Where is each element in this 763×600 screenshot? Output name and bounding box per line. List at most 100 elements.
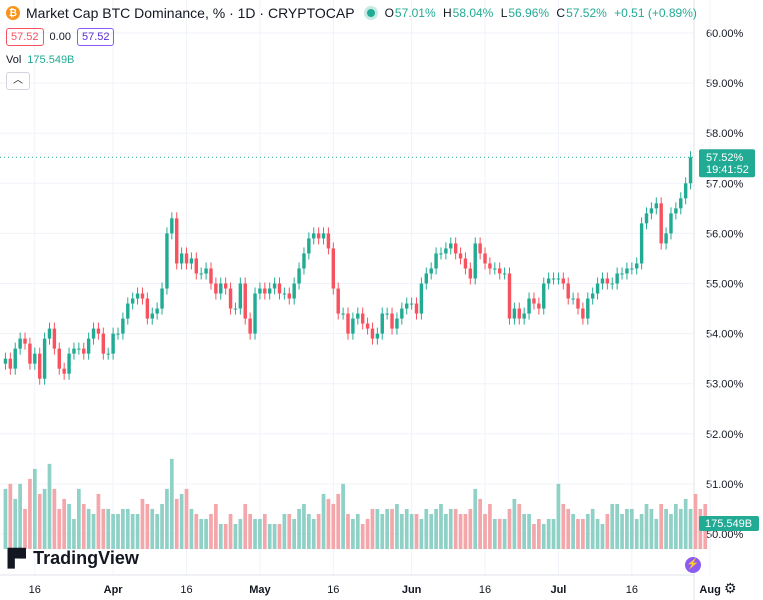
- volume-bar: [199, 518, 204, 550]
- volume-bar: [194, 513, 199, 550]
- candle-body: [52, 328, 57, 349]
- y-tick-label: 52.00%: [706, 429, 744, 441]
- volume-bar: [688, 508, 693, 550]
- volume-bar: [67, 503, 71, 550]
- volume-bar: [488, 503, 492, 550]
- candle-body: [130, 298, 135, 304]
- volume-bar: [258, 518, 262, 550]
- last-price-badge: [699, 149, 755, 178]
- volume-label: Vol: [6, 54, 22, 66]
- candle-body: [302, 253, 306, 269]
- volume-bar: [111, 513, 115, 550]
- volume-bar: [644, 503, 649, 550]
- volume-bar: [492, 518, 497, 550]
- volume-bar: [669, 513, 673, 550]
- open-value: 57.01%: [394, 6, 436, 20]
- candle-body: [546, 278, 551, 284]
- candle-body: [360, 313, 365, 324]
- candle-body: [635, 263, 639, 269]
- volume-bar: [248, 513, 252, 550]
- candle-body: [253, 293, 257, 334]
- buy-price-box[interactable]: 57.52: [76, 28, 115, 46]
- volume-bar: [409, 513, 414, 550]
- candle-body: [96, 328, 101, 334]
- candle-body: [409, 303, 414, 305]
- candle-body: [679, 198, 683, 209]
- volume-bar: [23, 508, 27, 550]
- volume-bar: [253, 518, 257, 550]
- volume-bar: [478, 498, 482, 550]
- volume-bar: [145, 503, 150, 550]
- volume-bar: [160, 503, 164, 550]
- volume-bar: [399, 513, 404, 550]
- volume-bar: [125, 508, 130, 550]
- volume-bar: [595, 518, 600, 550]
- volume-bar: [179, 493, 184, 550]
- candle-body: [170, 218, 174, 234]
- volume-bar: [292, 518, 297, 550]
- volume-bar: [517, 503, 522, 550]
- candle-body: [3, 358, 8, 364]
- candle-body: [135, 293, 140, 299]
- lightning-icon[interactable]: ⚡: [685, 557, 701, 573]
- volume-bar: [331, 503, 336, 550]
- candle-body: [33, 353, 37, 364]
- candle-body: [444, 248, 448, 254]
- gear-icon[interactable]: ⚙: [724, 580, 737, 596]
- volume-bar: [546, 518, 551, 550]
- y-tick-label: 53.00%: [706, 379, 744, 391]
- candle-body: [542, 283, 546, 309]
- candle-body: [155, 308, 159, 314]
- volume-bar: [140, 498, 145, 550]
- candle-body: [287, 293, 291, 299]
- y-tick-label: 51.00%: [706, 479, 744, 491]
- volume-bar: [302, 503, 306, 550]
- chevron-up-icon[interactable]: ︿: [6, 72, 30, 90]
- volume-bar: [52, 488, 57, 550]
- candle-body: [297, 268, 301, 284]
- volume-bar: [390, 508, 394, 550]
- volume-bar: [287, 513, 292, 550]
- price-boxes: 57.52 0.00 57.52: [6, 28, 115, 46]
- sell-price-box[interactable]: 57.52: [6, 28, 44, 46]
- candle-body: [664, 233, 668, 244]
- volume-bar: [444, 513, 448, 550]
- candle-body: [219, 283, 223, 294]
- volume-bar: [214, 503, 218, 550]
- candle-body: [238, 283, 243, 309]
- volume-bar: [615, 503, 620, 550]
- x-tick-label: Apr: [104, 584, 124, 596]
- volume-bar: [483, 513, 487, 550]
- tradingview-logo: ▛▘ TradingView: [8, 548, 139, 569]
- volume-bar: [130, 513, 135, 550]
- volume-bar: [375, 508, 380, 550]
- volume-bar: [262, 513, 267, 550]
- volume-bar: [155, 513, 160, 550]
- volume-bar: [81, 503, 86, 550]
- candle-body: [57, 348, 61, 369]
- candle-body: [449, 243, 453, 249]
- candle-body: [243, 283, 247, 319]
- candle-body: [405, 303, 409, 309]
- volume-bar: [32, 468, 37, 550]
- symbol-title[interactable]: Market Cap BTC Dominance, % · 1D · CRYPT…: [26, 5, 355, 21]
- candle-body: [620, 273, 624, 275]
- volume-bar: [659, 503, 664, 550]
- x-tick-label: Aug: [699, 584, 720, 596]
- candle-body: [532, 298, 536, 304]
- tradingview-logo-mark: ▛▘: [8, 548, 32, 568]
- candle-body: [576, 298, 580, 309]
- volume-bar: [57, 508, 62, 550]
- candle-body: [204, 268, 208, 274]
- volume-bar: [267, 523, 272, 550]
- y-tick-label: 58.00%: [706, 128, 744, 140]
- candle-body: [351, 318, 355, 334]
- candle-body: [424, 273, 429, 284]
- candle-body: [556, 278, 561, 280]
- volume-bar: [629, 508, 634, 550]
- candle-body: [483, 253, 487, 264]
- candle-body: [468, 268, 473, 279]
- candle-body: [77, 348, 81, 350]
- volume-value: 175.549B: [27, 54, 75, 66]
